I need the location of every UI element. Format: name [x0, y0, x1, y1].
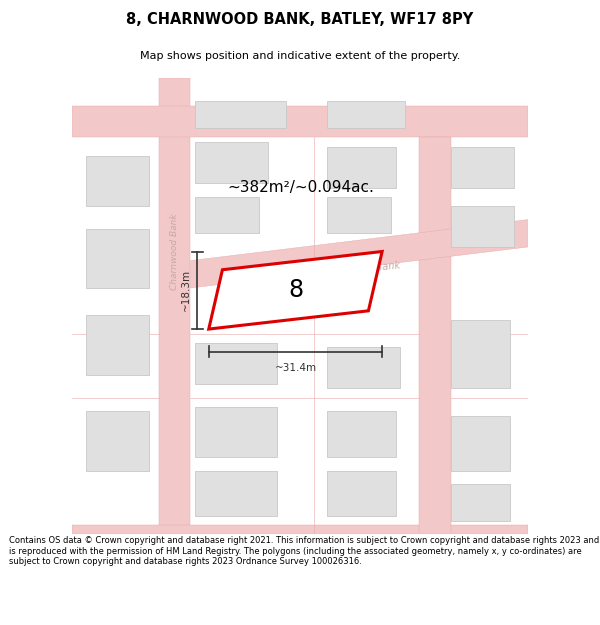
Bar — [195, 407, 277, 457]
Text: 8, CHARNWOOD BANK, BATLEY, WF17 8PY: 8, CHARNWOOD BANK, BATLEY, WF17 8PY — [127, 12, 473, 27]
Bar — [451, 416, 510, 471]
Bar — [451, 320, 510, 388]
Text: Contains OS data © Crown copyright and database right 2021. This information is : Contains OS data © Crown copyright and d… — [9, 536, 599, 566]
Bar — [72, 106, 528, 138]
Bar — [328, 348, 400, 388]
Text: Map shows position and indicative extent of the property.: Map shows position and indicative extent… — [140, 51, 460, 61]
Bar — [328, 197, 391, 233]
Polygon shape — [190, 219, 528, 288]
Text: Charnwood Bank: Charnwood Bank — [170, 213, 179, 290]
Bar — [158, 78, 190, 534]
Bar — [419, 138, 451, 534]
Bar — [328, 101, 405, 128]
Bar — [72, 525, 528, 534]
Text: 8: 8 — [288, 278, 303, 302]
Bar — [328, 471, 396, 516]
Text: Charnwood Bank: Charnwood Bank — [317, 261, 401, 279]
Bar — [328, 411, 396, 457]
Bar — [86, 156, 149, 206]
Bar — [451, 146, 514, 188]
Bar — [451, 484, 510, 521]
Bar — [195, 197, 259, 233]
Bar — [86, 411, 149, 471]
Text: ~18.3m: ~18.3m — [181, 269, 191, 311]
Bar — [195, 101, 286, 128]
Text: ~382m²/~0.094ac.: ~382m²/~0.094ac. — [227, 180, 374, 195]
Bar — [86, 229, 149, 288]
Bar — [195, 342, 277, 384]
Bar — [86, 316, 149, 374]
Bar — [328, 146, 396, 188]
Bar — [195, 142, 268, 183]
Bar — [451, 206, 514, 247]
Polygon shape — [209, 251, 382, 329]
Text: ~31.4m: ~31.4m — [274, 363, 317, 373]
Bar — [195, 471, 277, 516]
